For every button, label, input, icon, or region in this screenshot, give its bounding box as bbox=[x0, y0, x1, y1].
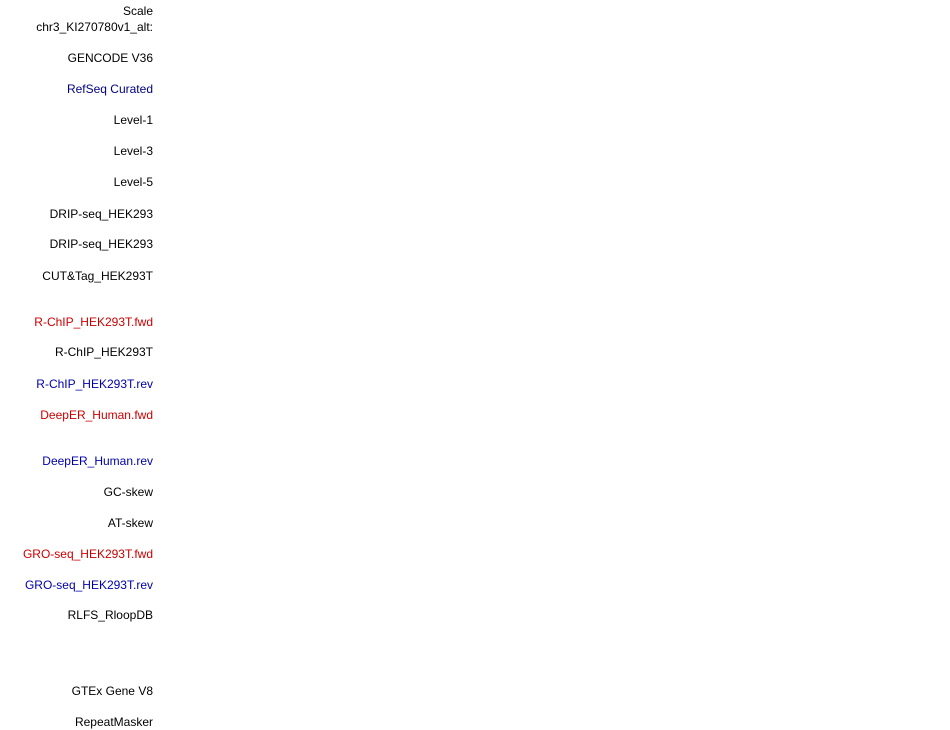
track-label-column: Scale chr3_KI270780v1_alt: GENCODE V36 R… bbox=[0, 0, 153, 730]
track-image-area[interactable] bbox=[160, 0, 950, 730]
track-label-rchip-rev[interactable]: R-ChIP_HEK293T.rev bbox=[36, 377, 153, 391]
track-label-deeper-fwd[interactable]: DeepER_Human.fwd bbox=[40, 408, 153, 422]
track-label-deeper-rev[interactable]: DeepER_Human.rev bbox=[42, 454, 153, 468]
track-label-rchip-fwd[interactable]: R-ChIP_HEK293T.fwd bbox=[34, 315, 153, 329]
track-label-position: chr3_KI270780v1_alt: bbox=[36, 20, 153, 34]
track-label-rlfs[interactable]: RLFS_RloopDB bbox=[67, 608, 153, 622]
track-label-repeatmasker[interactable]: RepeatMasker bbox=[74, 715, 153, 729]
track-label-scale: Scale bbox=[122, 4, 153, 18]
track-label-level-5[interactable]: Level-5 bbox=[113, 175, 153, 189]
track-label-level-1[interactable]: Level-1 bbox=[113, 113, 153, 127]
track-label-groseq-rev[interactable]: GRO-seq_HEK293T.rev bbox=[24, 578, 153, 592]
track-label-drip-seq-1[interactable]: DRIP-seq_HEK293 bbox=[49, 207, 153, 221]
track-label-cut-tag[interactable]: CUT&Tag_HEK293T bbox=[42, 269, 153, 283]
track-label-gtex[interactable]: GTEx Gene V8 bbox=[71, 684, 153, 698]
track-label-at-skew[interactable]: AT-skew bbox=[107, 516, 153, 530]
track-label-refseq[interactable]: RefSeq Curated bbox=[66, 82, 153, 96]
track-label-gc-skew[interactable]: GC-skew bbox=[103, 485, 153, 499]
track-label-groseq-fwd[interactable]: GRO-seq_HEK293T.fwd bbox=[22, 547, 153, 561]
track-label-drip-seq-2[interactable]: DRIP-seq_HEK293 bbox=[49, 237, 153, 251]
track-label-gencode[interactable]: GENCODE V36 bbox=[67, 51, 153, 65]
track-label-rchip[interactable]: R-ChIP_HEK293T bbox=[54, 345, 153, 359]
track-label-level-3[interactable]: Level-3 bbox=[113, 144, 153, 158]
